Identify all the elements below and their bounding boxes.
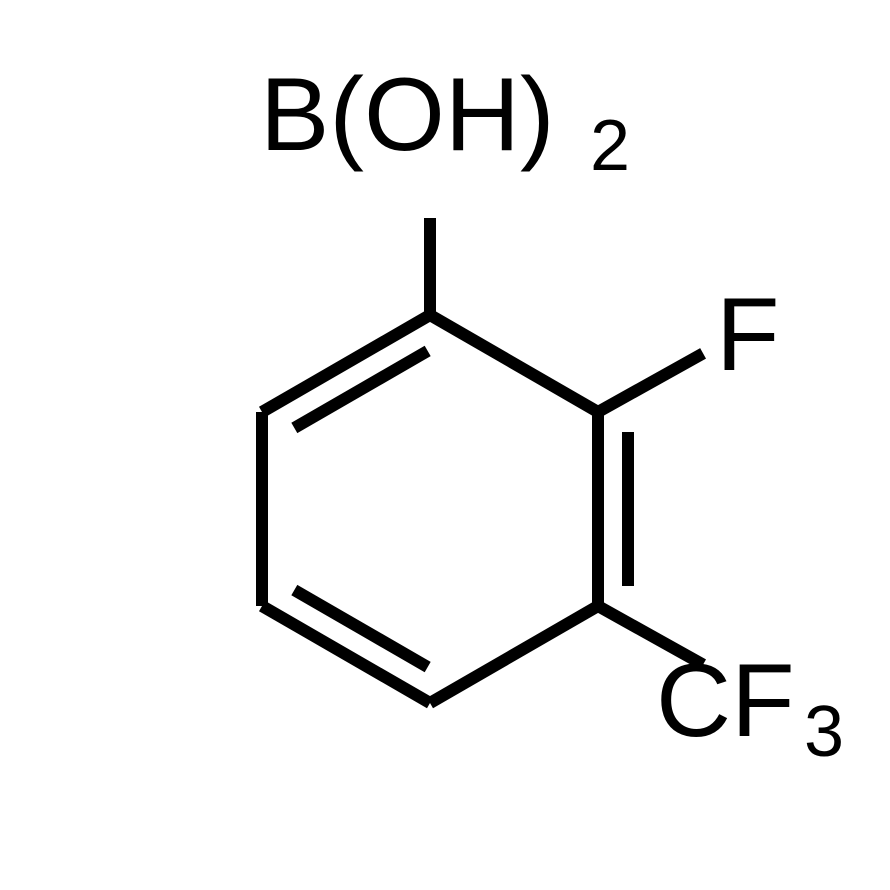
label-trifluoromethyl: 3 (804, 692, 844, 772)
bond-line (430, 315, 598, 412)
bond-line (598, 353, 703, 412)
bond-line (294, 590, 427, 667)
label-boronic-acid: B(OH) (260, 57, 555, 173)
label-trifluoromethyl: CF (656, 643, 795, 759)
label-boronic-acid: 2 (590, 106, 630, 186)
chemical-structure-svg: B(OH) 2 F CF3 (0, 0, 890, 890)
label-fluorine: F (716, 277, 780, 393)
bond-line (430, 606, 598, 703)
bond-line (294, 351, 427, 428)
